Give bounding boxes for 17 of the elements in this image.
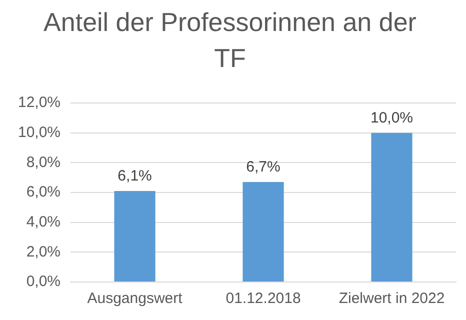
- y-tick-label: 8,0%: [26, 154, 61, 171]
- y-tick-label: 6,0%: [26, 184, 61, 201]
- bar: [242, 182, 284, 282]
- y-tick-label: 2,0%: [26, 243, 61, 260]
- data-label: 6,7%: [246, 158, 280, 176]
- x-tick-label: Ausgangswert: [87, 290, 184, 308]
- bar: [114, 191, 156, 282]
- y-tick-label: 0,0%: [26, 273, 61, 290]
- y-tick-label: 12,0%: [18, 94, 61, 112]
- x-tick-label: Zielwert in 2022: [338, 290, 445, 308]
- chart-title: Anteil der Professorinnen an der TF: [42, 6, 418, 75]
- y-tick-label: 10,0%: [18, 124, 61, 141]
- data-label: 6,1%: [118, 168, 152, 185]
- x-tick-label: 01.12.2018: [226, 290, 301, 308]
- y-tick-label: 4,0%: [26, 213, 61, 230]
- data-label: 10,0%: [370, 109, 414, 126]
- bar: [371, 132, 412, 282]
